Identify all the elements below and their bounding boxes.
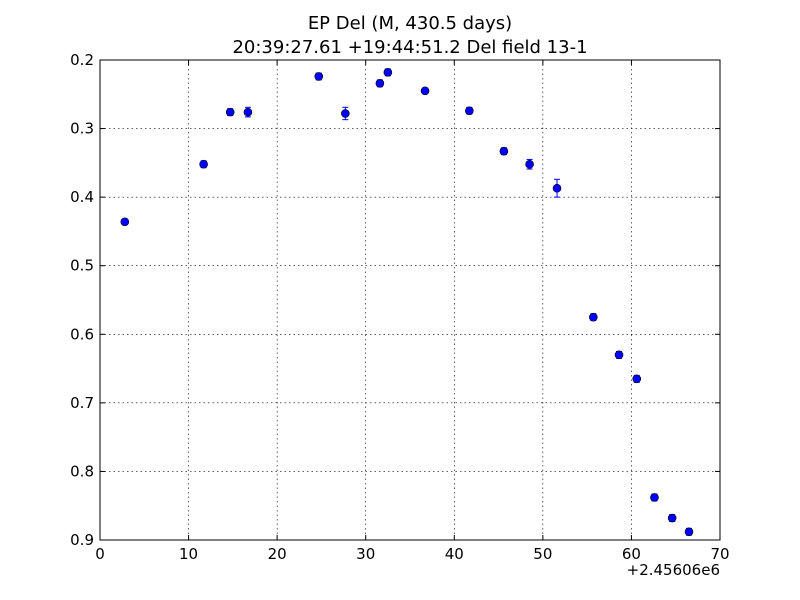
data-point-group xyxy=(614,350,624,360)
chart-subtitle: 20:39:27.61 +19:44:51.2 Del field 13-1 xyxy=(232,37,587,58)
y-tick-label: 0.5 xyxy=(70,257,94,275)
data-point xyxy=(375,79,385,88)
data-point xyxy=(341,109,350,118)
data-point xyxy=(420,86,430,96)
axis-ticks xyxy=(99,59,721,541)
x-tick-label: 70 xyxy=(710,545,729,563)
y-tick-label: 0.3 xyxy=(70,120,94,138)
data-point-group xyxy=(225,107,235,117)
data-point xyxy=(614,350,624,360)
data-point-group xyxy=(199,159,208,169)
x-tick-label: 10 xyxy=(179,545,198,563)
data-points xyxy=(120,68,694,537)
x-tick-labels: 0 10 20 30 40 50 60 70 xyxy=(95,545,729,563)
x-tick-label: 20 xyxy=(268,545,287,563)
data-point xyxy=(589,312,598,322)
data-point xyxy=(552,183,562,193)
y-tick-labels: 0.2 0.3 0.4 0.5 0.6 0.7 0.8 0.9 xyxy=(70,51,94,549)
y-tick-label: 0.9 xyxy=(70,531,94,549)
data-point xyxy=(525,159,534,169)
y-tick-label: 0.7 xyxy=(70,394,94,412)
data-point xyxy=(650,493,659,502)
data-point-group xyxy=(552,178,562,198)
data-point xyxy=(199,159,208,169)
data-point xyxy=(225,107,235,117)
data-point xyxy=(499,146,509,156)
y-tick-label: 0.2 xyxy=(70,51,94,69)
chart-title: EP Del (M, 430.5 days) xyxy=(308,13,512,34)
x-offset-label: +2.45606e6 xyxy=(627,561,720,579)
data-point-group xyxy=(525,158,534,170)
data-point-group xyxy=(120,217,130,227)
data-point-group xyxy=(420,86,430,96)
data-point-group xyxy=(684,527,694,537)
plot-frame xyxy=(99,59,721,541)
data-point-group xyxy=(632,374,642,384)
data-point xyxy=(632,374,642,384)
data-point xyxy=(667,513,677,523)
data-point xyxy=(243,107,253,117)
data-point-group xyxy=(650,493,659,502)
data-point-group xyxy=(341,106,350,121)
x-tick-label: 50 xyxy=(533,545,552,563)
data-point-group xyxy=(243,106,253,118)
y-tick-label: 0.4 xyxy=(70,188,94,206)
data-point-group xyxy=(589,312,598,322)
data-point xyxy=(383,68,393,77)
y-tick-label: 0.8 xyxy=(70,462,94,480)
data-point xyxy=(684,527,694,537)
data-point-group xyxy=(314,72,324,81)
data-point-group xyxy=(667,513,677,523)
data-point xyxy=(314,72,324,81)
data-point xyxy=(465,106,474,116)
data-point-group xyxy=(383,68,393,77)
x-tick-label: 30 xyxy=(356,545,375,563)
data-point-group xyxy=(499,146,509,156)
data-point-group xyxy=(465,106,474,116)
x-tick-label: 60 xyxy=(622,545,641,563)
data-point xyxy=(120,217,130,227)
x-tick-label: 0 xyxy=(95,545,105,563)
data-point-group xyxy=(375,79,385,88)
grid-lines xyxy=(100,60,720,540)
y-tick-label: 0.6 xyxy=(70,325,94,343)
x-tick-label: 40 xyxy=(445,545,464,563)
